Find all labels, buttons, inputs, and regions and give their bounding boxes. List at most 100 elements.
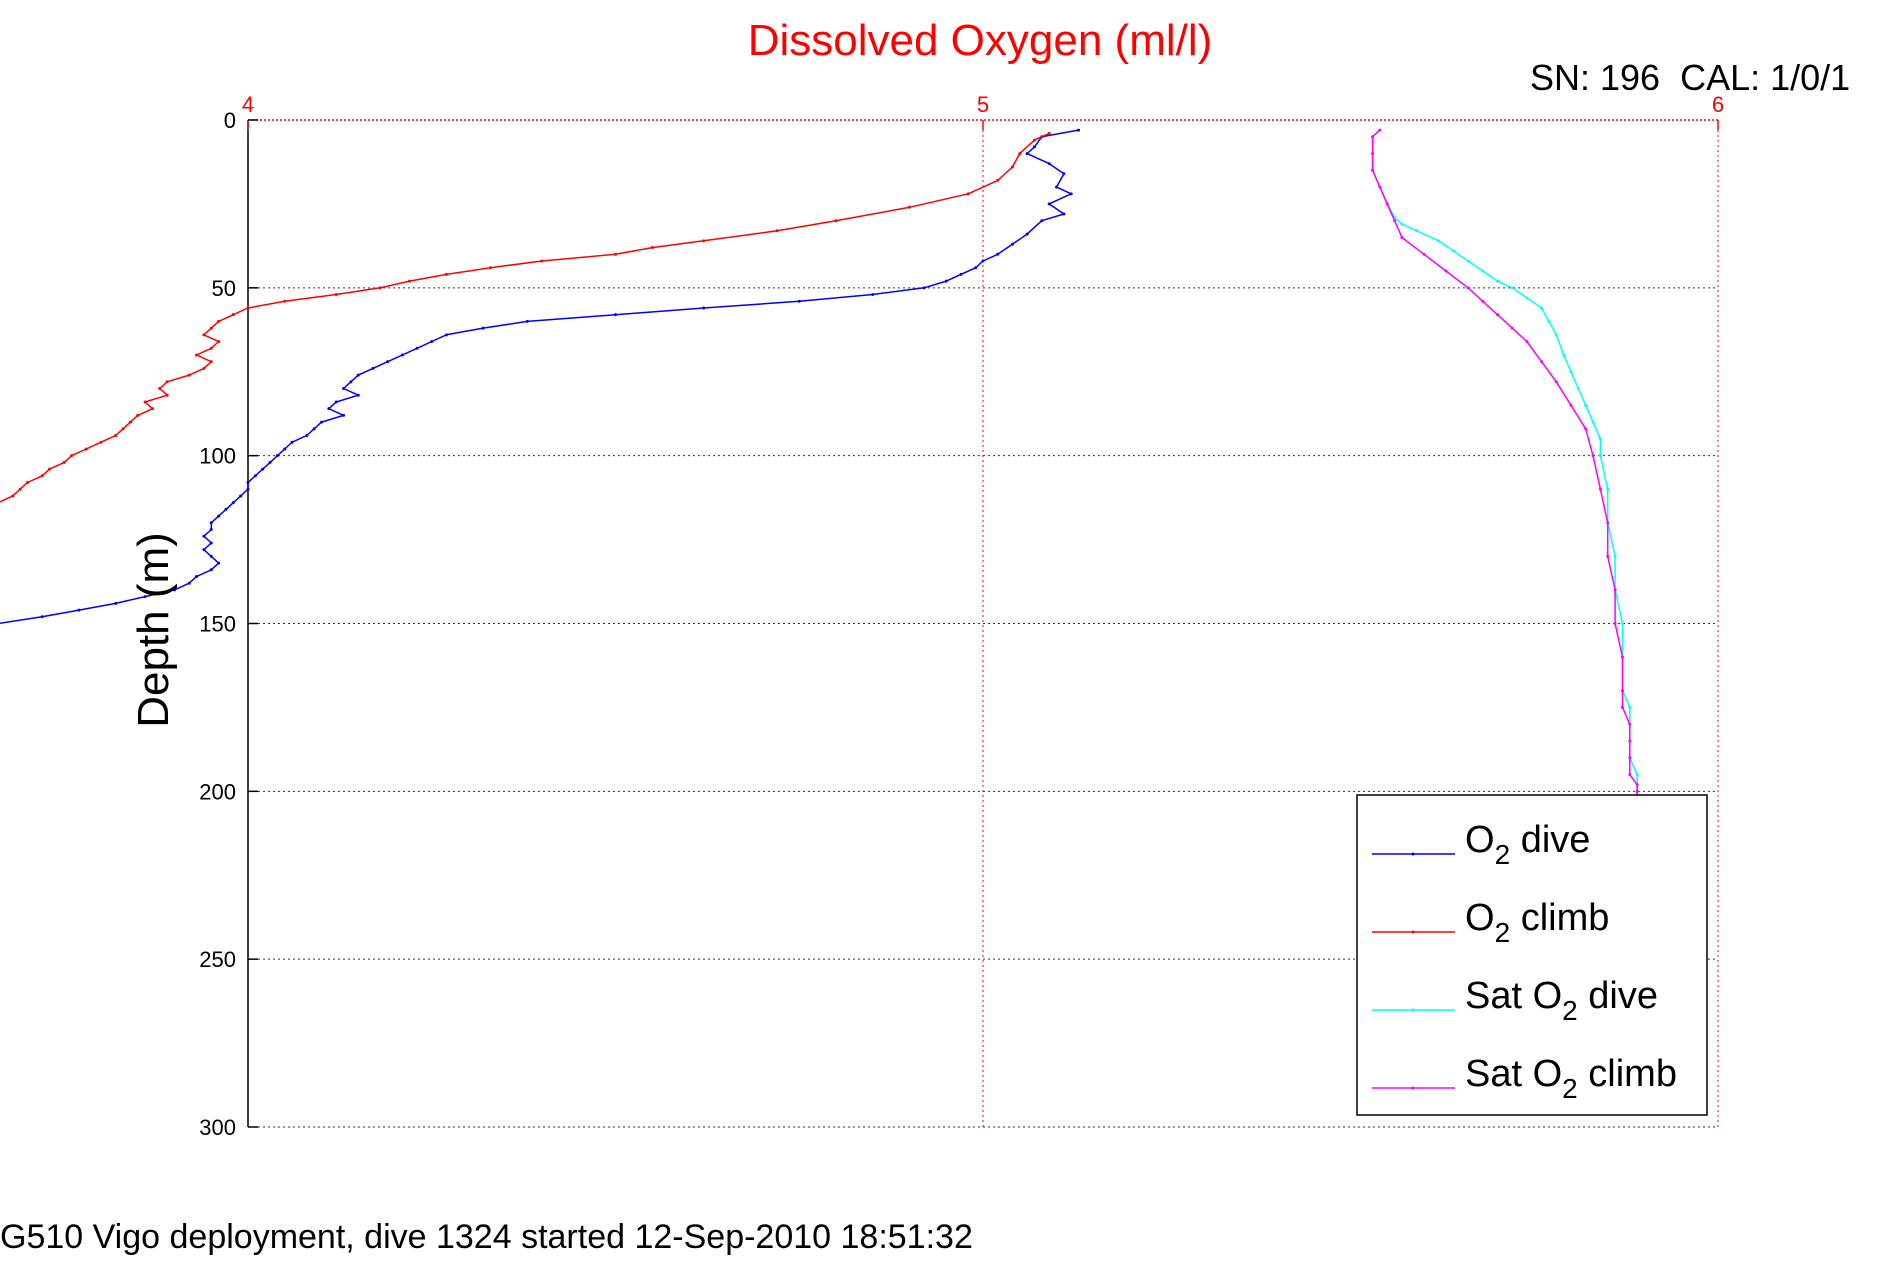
series-point bbox=[217, 561, 221, 565]
series-point bbox=[1620, 622, 1624, 625]
series-point bbox=[158, 387, 162, 391]
series-point bbox=[114, 434, 118, 438]
series-point bbox=[1628, 756, 1632, 760]
series-point bbox=[834, 219, 838, 223]
series-point bbox=[922, 286, 926, 290]
series-point bbox=[1620, 705, 1624, 709]
legend-swatch-marker bbox=[1411, 930, 1415, 934]
series-point bbox=[1525, 296, 1529, 300]
series-point bbox=[1393, 219, 1397, 223]
series-point bbox=[775, 229, 779, 233]
series-point bbox=[908, 205, 911, 209]
series-point bbox=[1371, 168, 1375, 172]
series-point bbox=[275, 454, 279, 458]
series-point bbox=[1606, 487, 1610, 491]
series-point bbox=[1569, 403, 1573, 407]
series-point bbox=[1040, 219, 1044, 223]
series-point bbox=[231, 313, 235, 317]
series-point bbox=[334, 293, 338, 297]
series-point bbox=[150, 407, 154, 411]
series-point bbox=[1547, 319, 1551, 323]
y-tick-label: 200 bbox=[199, 779, 236, 804]
series-point bbox=[1510, 326, 1514, 330]
series-point bbox=[1466, 259, 1470, 263]
series-point bbox=[26, 481, 29, 485]
series-point bbox=[371, 366, 375, 370]
series-point bbox=[430, 340, 434, 344]
series-point bbox=[261, 467, 265, 471]
series-line-1 bbox=[0, 132, 1050, 503]
series-point bbox=[48, 467, 52, 471]
series-point bbox=[253, 474, 257, 478]
series-point bbox=[202, 366, 206, 370]
series-point bbox=[1400, 222, 1404, 226]
series-point bbox=[1628, 739, 1632, 743]
series-point bbox=[136, 413, 140, 417]
series-point bbox=[1569, 370, 1573, 374]
y-tick-label: 50 bbox=[212, 276, 236, 301]
series-point bbox=[217, 514, 221, 518]
series-point bbox=[996, 252, 1000, 256]
series-point bbox=[342, 413, 346, 417]
series-point bbox=[1606, 521, 1610, 525]
series-point bbox=[1591, 454, 1595, 458]
series-point bbox=[959, 272, 963, 276]
series-point bbox=[173, 588, 176, 592]
x-tick-label: 4 bbox=[242, 92, 254, 117]
series-point bbox=[165, 380, 169, 384]
series-point bbox=[614, 313, 617, 317]
series-point bbox=[1525, 340, 1529, 344]
series-point bbox=[1010, 242, 1014, 246]
series-point bbox=[1554, 380, 1558, 384]
series-point bbox=[1062, 172, 1066, 176]
series-point bbox=[202, 333, 206, 337]
series-point bbox=[702, 306, 706, 310]
legend-box bbox=[1356, 794, 1708, 1116]
series-point bbox=[231, 501, 235, 505]
series-point bbox=[327, 407, 331, 411]
series-point bbox=[217, 319, 221, 323]
y-axis-label: Depth (m) bbox=[129, 532, 178, 728]
series-point bbox=[1055, 185, 1058, 189]
series-point bbox=[1591, 420, 1595, 424]
series-point bbox=[996, 178, 1000, 182]
series-point bbox=[797, 299, 801, 303]
series-point bbox=[128, 420, 132, 424]
series-point bbox=[320, 420, 323, 424]
series-point bbox=[246, 481, 250, 485]
axes: 4 5 6 0 50 100 150 200 250 300 bbox=[199, 92, 1724, 1140]
series-point bbox=[1378, 128, 1382, 132]
x-tick-label: 6 bbox=[1712, 92, 1724, 117]
series-point bbox=[99, 440, 103, 444]
series-point bbox=[1598, 454, 1602, 458]
series-point bbox=[1062, 212, 1066, 216]
series-point bbox=[1606, 554, 1610, 558]
series-point bbox=[1378, 185, 1382, 189]
series-point bbox=[1422, 252, 1426, 256]
series-point bbox=[974, 266, 978, 270]
series-point bbox=[1584, 427, 1588, 431]
legend-label: Sat O2 climb bbox=[1465, 1053, 1677, 1104]
series-point bbox=[356, 393, 360, 397]
series-point bbox=[1371, 135, 1375, 139]
series-point bbox=[1496, 313, 1499, 317]
series-point bbox=[1025, 152, 1029, 156]
series-point bbox=[209, 541, 213, 545]
series-point bbox=[224, 507, 228, 511]
series-point bbox=[1598, 487, 1602, 491]
series-point bbox=[1018, 152, 1022, 156]
series-point bbox=[209, 326, 213, 330]
series-point bbox=[209, 528, 213, 532]
series-point bbox=[1510, 286, 1514, 290]
legend: O2 dive O2 climb Sat O2 dive Sat O2 climb bbox=[1356, 794, 1708, 1116]
series-point bbox=[1576, 387, 1580, 391]
series-point bbox=[143, 595, 147, 599]
series-point bbox=[209, 346, 213, 350]
y-tick-label: 250 bbox=[199, 947, 236, 972]
series-point bbox=[1047, 162, 1051, 166]
series-point bbox=[1562, 353, 1566, 357]
series-point bbox=[70, 454, 74, 458]
series-point bbox=[239, 494, 243, 498]
series-point bbox=[165, 393, 169, 397]
